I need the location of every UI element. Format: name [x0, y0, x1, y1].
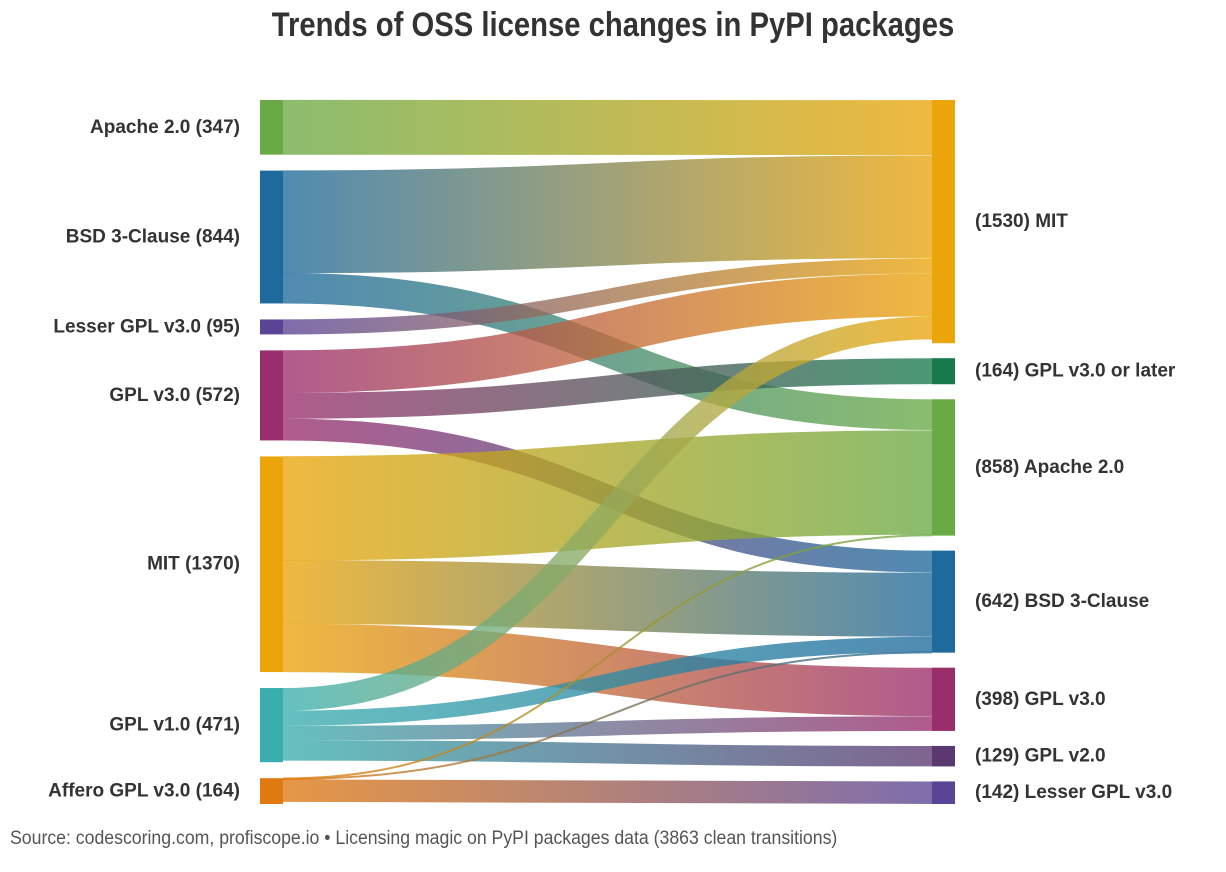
link-mit-to-gpl3: [282, 623, 933, 717]
node-bsd-r: [932, 550, 955, 653]
node-label-gpl3-l: GPL v3.0 (572): [109, 385, 240, 406]
link-bsd-to-mit: [282, 155, 933, 274]
link-agpl-to-apache: [282, 534, 933, 780]
link-gpl3-to-gpl3later: [282, 358, 933, 419]
node-gpl1-l: [260, 688, 283, 763]
link-gpl1-to-mit: [282, 316, 933, 711]
node-label-bsd-l: BSD 3-Clause (844): [66, 227, 240, 248]
sankey-links: [282, 99, 933, 804]
sankey-labels: Apache 2.0 (347) BSD 3-Clause (844) Lesser…: [48, 117, 1176, 803]
node-label-bsd-r: (642) BSD 3-Clause: [975, 591, 1149, 612]
node-bsd-l: [260, 170, 283, 304]
sankey-nodes: [260, 100, 955, 804]
node-gpl3later-r: [932, 358, 955, 385]
node-gpl3-r: [932, 667, 955, 731]
chart-title: Trends of OSS license changes in PyPI pa…: [271, 6, 955, 44]
node-label-lgpl-r: (142) Lesser GPL v3.0: [975, 782, 1172, 803]
link-gpl1-to-gpl2: [282, 740, 933, 767]
link-gpl3-to-mit: [282, 273, 933, 394]
node-lgpl-r: [932, 781, 955, 804]
node-lgpl-l: [260, 319, 283, 335]
node-label-gpl1-l: GPL v1.0 (471): [109, 715, 240, 736]
source-note: Source: codescoring.com, profiscope.io •…: [10, 828, 838, 849]
node-label-apache-l: Apache 2.0 (347): [90, 117, 240, 138]
node-label-apache-r: (858) Apache 2.0: [975, 457, 1124, 478]
link-mit-to-apache: [282, 430, 933, 561]
link-gpl1-to-bsd: [282, 636, 933, 726]
node-label-lgpl-l: Lesser GPL v3.0 (95): [53, 316, 240, 337]
node-agpl-l: [260, 778, 283, 804]
link-agpl-to-bsd: [282, 651, 933, 781]
link-gpl1-to-gpl3: [282, 716, 933, 741]
node-label-mit-r: (1530) MIT: [975, 211, 1068, 232]
node-label-gpl2-r: (129) GPL v2.0: [975, 746, 1106, 767]
link-mit-to-bsd: [282, 560, 933, 637]
node-apache-l: [260, 100, 283, 155]
node-gpl2-r: [932, 745, 955, 767]
node-gpl3-l: [260, 350, 283, 441]
node-mit-r: [932, 100, 955, 344]
link-agpl-to-lgpl: [282, 779, 933, 804]
node-label-mit-l: MIT (1370): [147, 554, 240, 575]
node-apache-r: [932, 399, 955, 536]
node-label-gpl3-r: (398) GPL v3.0: [975, 689, 1106, 710]
node-label-gpl3later-r: (164) GPL v3.0 or later: [975, 361, 1176, 382]
node-label-agpl-l: Affero GPL v3.0 (164): [48, 781, 240, 802]
node-mit-l: [260, 456, 283, 673]
link-lgpl-to-mit: [282, 258, 933, 335]
